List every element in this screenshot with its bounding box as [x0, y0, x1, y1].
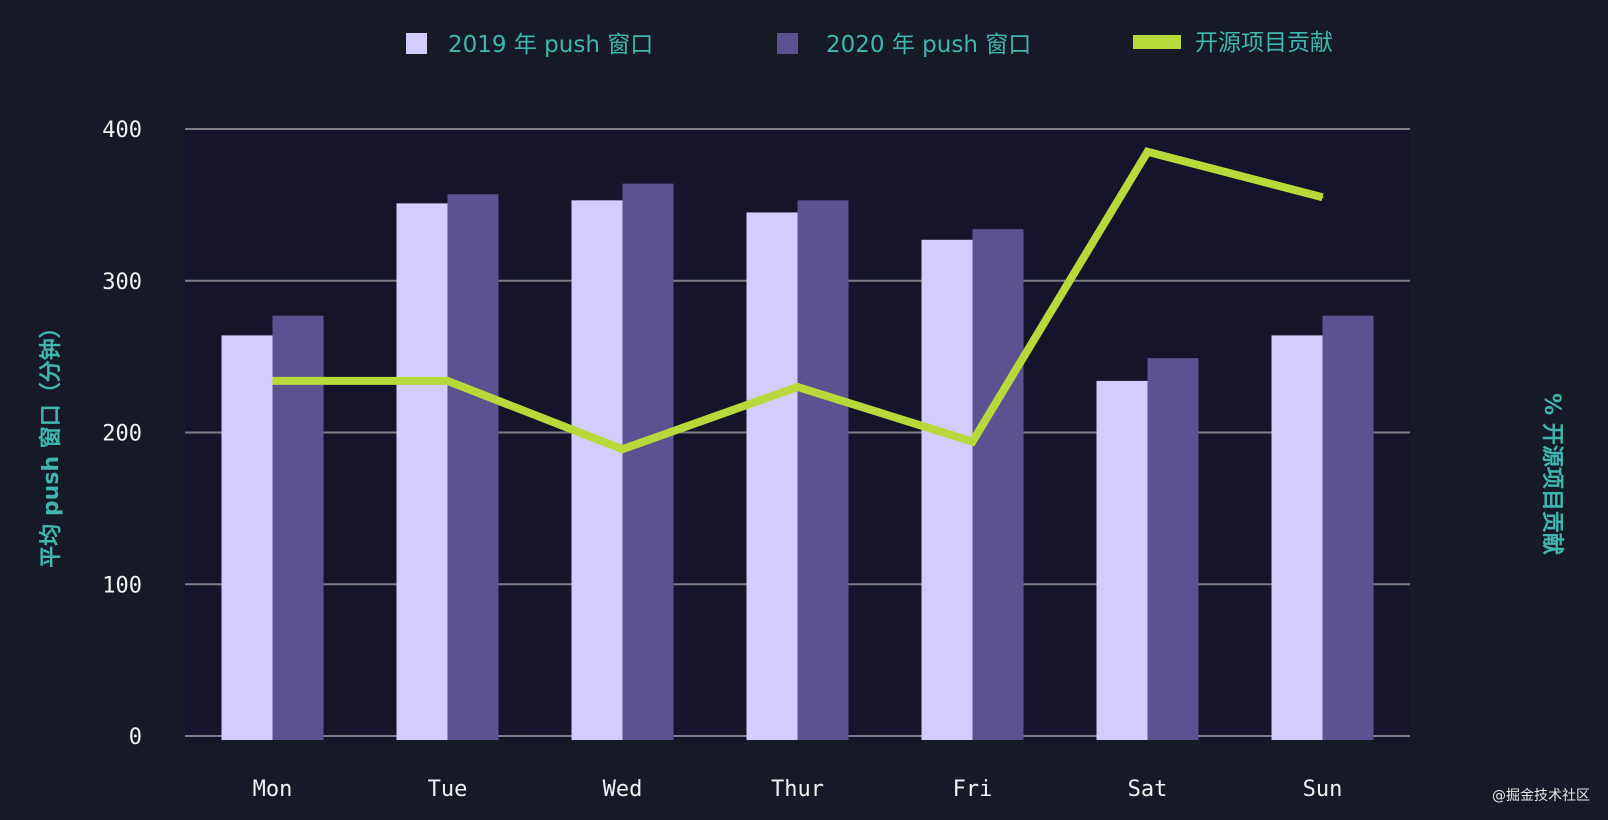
legend-item-2019[interactable]: 2019 年 push 窗口 [406, 32, 653, 58]
bar-2019-thur[interactable] [746, 212, 798, 740]
legend-swatch-2020 [777, 33, 798, 54]
legend-swatch-contribution [1133, 35, 1181, 49]
y-tick-label: 100 [102, 573, 142, 598]
contribution-point-sun[interactable] [1321, 196, 1324, 199]
contribution-point-thur[interactable] [796, 385, 799, 388]
x-tick-label: Tue [428, 777, 468, 802]
contribution-point-wed[interactable] [621, 448, 624, 451]
x-axis-ticks: Mon Tue Wed Thur Fri Sat Sun [253, 777, 1343, 802]
x-tick-label: Sun [1303, 777, 1343, 802]
y-tick-label: 200 [102, 422, 142, 447]
legend-label-2020: 2020 年 push 窗口 [826, 32, 1031, 58]
y-axis-title: 平均 push 窗口（分钟） [38, 316, 64, 568]
bar-2019-mon[interactable] [221, 335, 273, 740]
bars [221, 183, 1374, 741]
contribution-point-sat[interactable] [1146, 150, 1149, 153]
x-tick-label: Sat [1128, 777, 1168, 802]
bar-2019-tue[interactable] [396, 203, 448, 741]
legend: 2019 年 push 窗口 2020 年 push 窗口 开源项目贡献 [406, 30, 1333, 58]
bar-2020-sun[interactable] [1322, 315, 1374, 740]
bar-2020-sat[interactable] [1147, 358, 1199, 740]
x-tick-label: Fri [953, 777, 993, 802]
x-tick-label: Wed [603, 777, 643, 802]
bar-2020-wed[interactable] [622, 183, 674, 740]
y2-axis-title: % 开源项目贡献 [1539, 393, 1565, 555]
bar-2020-mon[interactable] [272, 315, 324, 740]
legend-item-contribution[interactable]: 开源项目贡献 [1133, 30, 1333, 56]
x-tick-label: Thur [771, 777, 824, 802]
legend-item-2020[interactable]: 2020 年 push 窗口 [777, 32, 1031, 58]
bar-2020-fri[interactable] [972, 229, 1024, 740]
bar-2019-sat[interactable] [1096, 380, 1148, 740]
bar-2019-sun[interactable] [1271, 335, 1323, 740]
bar-2019-fri[interactable] [921, 239, 973, 740]
y-axis-ticks: 0 100 200 300 400 [102, 118, 142, 750]
bar-2019-wed[interactable] [571, 200, 623, 740]
y-tick-label: 0 [129, 725, 142, 750]
bar-2020-thur[interactable] [797, 200, 849, 740]
y-tick-label: 400 [102, 118, 142, 143]
line-series [271, 147, 1324, 454]
legend-swatch-2019 [406, 33, 427, 54]
contribution-point-fri[interactable] [971, 440, 974, 443]
bar-2020-tue[interactable] [447, 194, 499, 740]
contribution-point-tue[interactable] [446, 379, 449, 382]
y-tick-label: 300 [102, 270, 142, 295]
legend-label-2019: 2019 年 push 窗口 [448, 32, 653, 58]
watermark: @掘金技术社区 [1492, 788, 1590, 804]
legend-label-contribution: 开源项目贡献 [1195, 30, 1333, 56]
contribution-point-mon[interactable] [271, 379, 274, 382]
x-tick-label: Mon [253, 777, 293, 802]
